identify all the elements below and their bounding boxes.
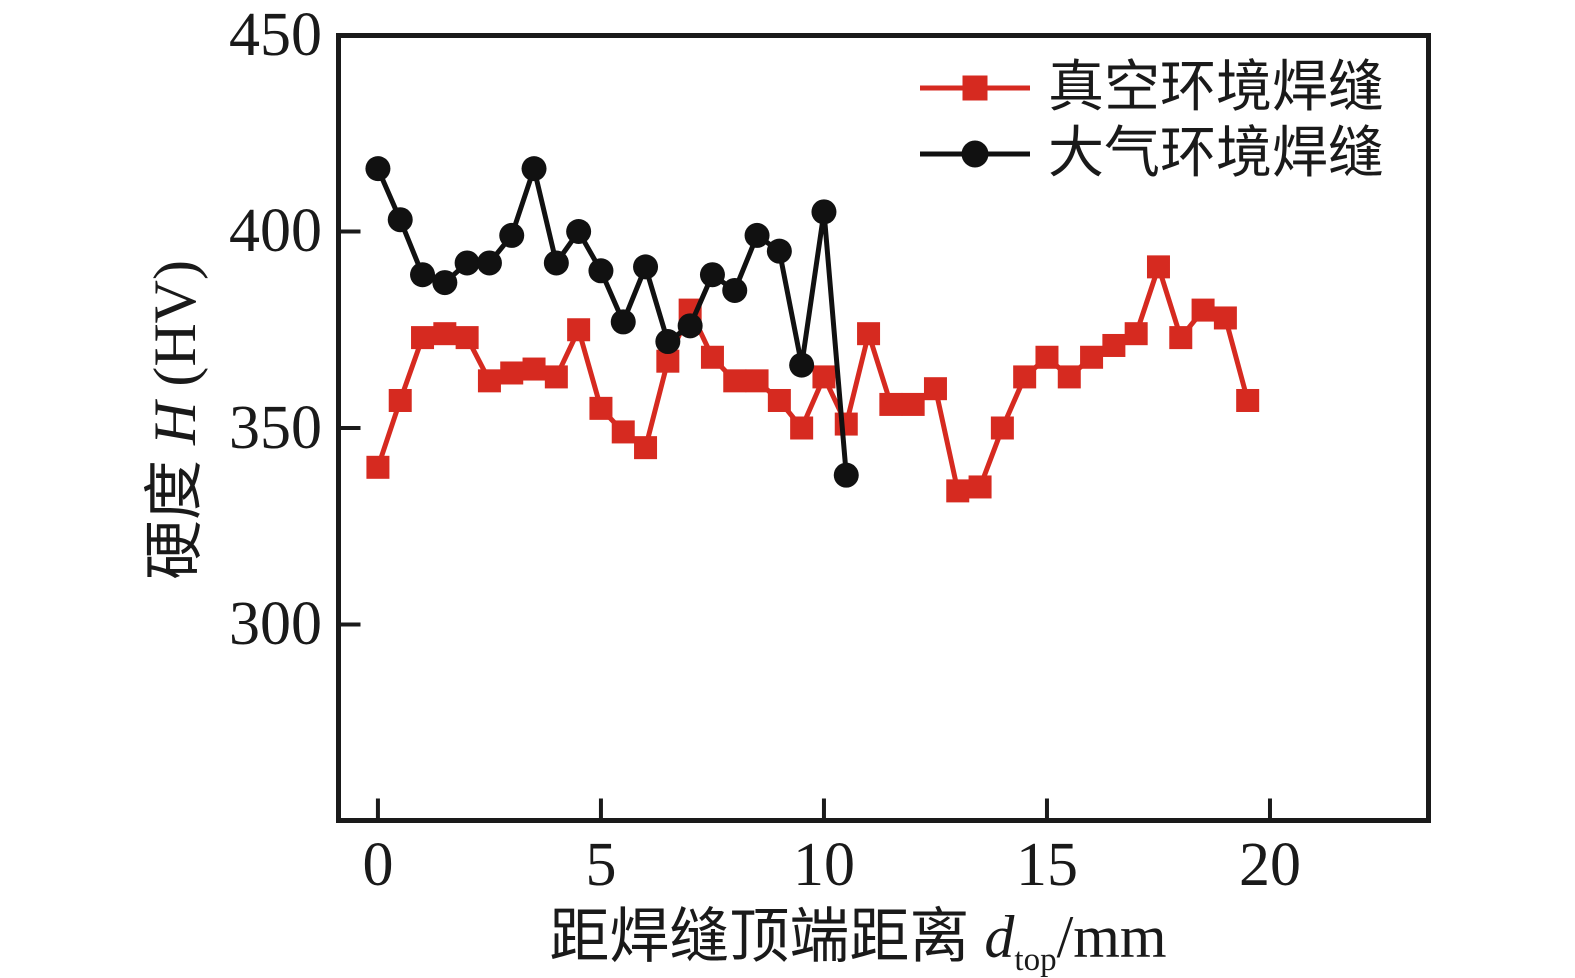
data-point-square (990, 416, 1014, 440)
x-tick-label-15: 15 (1016, 831, 1078, 899)
series-line-circle (375, 159, 849, 476)
data-point-circle (744, 222, 770, 248)
legend-label: 大气环境焊缝 (1048, 123, 1384, 185)
legend-marker-square (962, 75, 988, 101)
data-point-square (745, 369, 769, 393)
data-point-circle (610, 309, 636, 335)
data-point-square (567, 318, 591, 342)
legend-entry-atmosphere-weld: 大气环境焊缝 (912, 121, 1384, 187)
data-point-square (500, 361, 524, 385)
data-point-square (1013, 365, 1037, 389)
data-point-square (1124, 322, 1148, 346)
y-axis-title-text: 硬度 (142, 444, 208, 580)
data-point-circle (633, 254, 659, 280)
data-point-square (656, 349, 680, 373)
data-point-square (723, 369, 747, 393)
data-point-circle (432, 270, 458, 296)
y-tick-label-300: 300 (229, 590, 322, 658)
x-tick-label-10: 10 (793, 831, 855, 899)
x-axis-title-text: 距焊缝顶端距离 (549, 904, 985, 970)
data-point-square (411, 326, 435, 350)
data-point-circle (677, 313, 703, 339)
data-point-square (1080, 345, 1104, 369)
x-tick-label-5: 5 (585, 831, 617, 899)
data-point-square (901, 392, 925, 416)
data-point-circle (722, 277, 748, 303)
data-point-square (522, 357, 546, 381)
data-point-circle (476, 250, 502, 276)
data-point-square (879, 392, 903, 416)
data-point-square (1146, 255, 1170, 279)
legend-label: 真空环境焊缝 (1048, 57, 1384, 119)
data-point-circle (387, 207, 413, 233)
legend-marker-circle (961, 140, 989, 168)
data-point-circle (521, 156, 547, 182)
data-point-circle (365, 156, 391, 182)
data-point-square (923, 377, 947, 401)
data-point-square (455, 326, 479, 350)
data-point-square (1035, 345, 1059, 369)
data-point-square (946, 479, 970, 503)
data-point-circle (588, 258, 614, 284)
data-point-square (834, 412, 858, 436)
data-point-circle (566, 219, 592, 244)
y-axis-title: 硬度 H (HV) (134, 100, 216, 740)
x-axis-title-subscript: top (1014, 942, 1057, 978)
data-point-square (812, 365, 836, 389)
data-point-circle (789, 352, 815, 378)
data-point-square (767, 388, 791, 412)
x-tick-label-20: 20 (1239, 831, 1301, 899)
legend: 真空环境焊缝 大气环境焊缝 (912, 55, 1384, 187)
data-point-square (1169, 326, 1193, 350)
data-point-square (611, 420, 635, 444)
x-axis-title: 距焊缝顶端距离 dtop/mm (358, 898, 1358, 978)
data-point-square (433, 322, 457, 346)
x-axis-title-unit: /mm (1056, 904, 1167, 970)
y-tick-label-350: 350 (229, 394, 322, 462)
y-tick-label-400: 400 (229, 197, 322, 265)
data-point-circle (655, 329, 681, 355)
x-axis-title-variable: d (984, 904, 1015, 970)
data-point-square (1057, 365, 1081, 389)
data-point-circle (543, 250, 569, 276)
data-point-square (1191, 298, 1215, 322)
data-point-square (366, 455, 390, 479)
data-point-square (790, 416, 814, 440)
data-point-circle (410, 262, 436, 288)
legend-swatch-circle-icon (920, 140, 1030, 168)
data-point-square (634, 436, 658, 460)
plot-area (336, 33, 1431, 823)
legend-swatch-square-icon (920, 75, 1030, 101)
legend-entry-vacuum-weld: 真空环境焊缝 (912, 55, 1384, 121)
y-tick-label-450: 450 (229, 1, 322, 69)
data-point-circle (833, 462, 859, 488)
data-point-circle (811, 199, 837, 225)
data-point-square (1236, 388, 1260, 412)
data-point-square (589, 396, 613, 420)
axis-frame (336, 33, 1431, 823)
data-point-square (1213, 306, 1237, 330)
data-point-circle (699, 262, 725, 288)
data-point-square (388, 388, 412, 412)
y-axis-title-unit: (HV) (142, 260, 208, 402)
data-point-circle (499, 222, 525, 248)
y-axis-title-variable: H (142, 401, 208, 445)
data-point-circle (766, 238, 792, 264)
data-point-square (477, 369, 501, 393)
data-point-square (544, 365, 568, 389)
data-point-square (700, 345, 724, 369)
x-tick-label-0: 0 (362, 831, 394, 899)
data-point-square (968, 475, 992, 499)
data-point-square (1102, 333, 1126, 357)
data-point-square (857, 322, 881, 346)
data-point-circle (454, 250, 480, 276)
